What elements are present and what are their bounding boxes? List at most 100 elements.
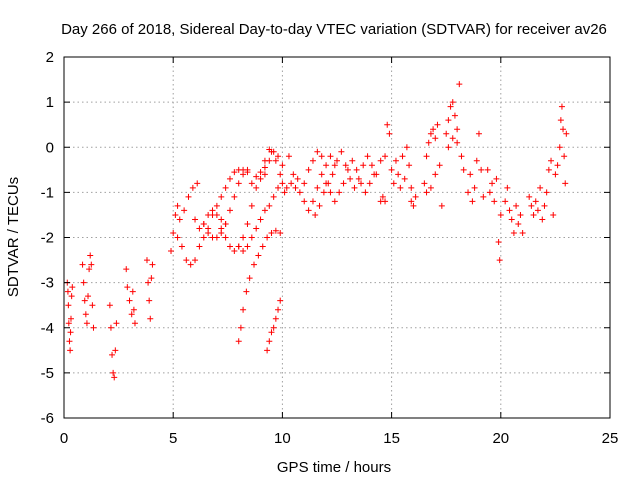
data-point	[248, 202, 255, 209]
data-point	[318, 153, 325, 160]
data-point	[209, 207, 216, 214]
data-point	[301, 180, 308, 187]
data-point	[290, 171, 297, 178]
data-point	[473, 157, 480, 164]
data-point	[88, 261, 95, 268]
data-point	[226, 243, 233, 250]
data-point	[386, 130, 393, 137]
data-point	[554, 162, 561, 169]
data-point	[68, 293, 75, 300]
data-point	[351, 184, 358, 191]
data-point	[185, 193, 192, 200]
data-point	[266, 338, 273, 345]
data-point	[126, 297, 133, 304]
data-point	[493, 175, 500, 182]
data-point	[366, 180, 373, 187]
data-point	[257, 216, 264, 223]
data-point	[111, 374, 118, 381]
data-point	[275, 306, 282, 313]
data-point	[264, 347, 271, 354]
data-point	[497, 211, 504, 218]
data-point	[292, 184, 299, 191]
data-point	[537, 184, 544, 191]
data-point	[244, 243, 251, 250]
data-point	[67, 315, 74, 322]
data-point	[471, 184, 478, 191]
data-point	[255, 252, 262, 259]
data-point	[323, 162, 330, 169]
data-point	[270, 324, 277, 331]
data-point	[259, 243, 266, 250]
data-point	[342, 162, 349, 169]
data-point	[231, 193, 238, 200]
data-point	[552, 171, 559, 178]
data-point	[495, 239, 502, 246]
data-point	[213, 202, 220, 209]
data-point	[318, 171, 325, 178]
data-point	[253, 225, 260, 232]
data-point	[362, 189, 369, 196]
data-point	[327, 153, 334, 160]
data-point	[550, 211, 557, 218]
data-point	[504, 184, 511, 191]
data-point	[329, 171, 336, 178]
data-point	[397, 184, 404, 191]
data-point	[314, 184, 321, 191]
data-point	[445, 117, 452, 124]
data-point	[244, 169, 251, 176]
y-axis-label: SDTVAR / TECUs	[5, 177, 22, 297]
data-point	[434, 121, 441, 128]
data-point	[506, 207, 513, 214]
data-point	[449, 99, 456, 106]
y-tick-label: -3	[41, 275, 54, 292]
data-point	[390, 180, 397, 187]
data-point	[427, 130, 434, 137]
data-point	[515, 220, 522, 227]
data-point	[519, 229, 526, 236]
data-point	[484, 166, 491, 173]
data-point	[106, 302, 113, 309]
data-point	[277, 297, 284, 304]
data-point	[316, 202, 323, 209]
data-point	[355, 175, 362, 182]
data-point	[261, 164, 268, 171]
data-point	[181, 207, 188, 214]
data-point	[283, 184, 290, 191]
data-point	[222, 184, 229, 191]
data-point	[231, 248, 238, 255]
data-point	[268, 229, 275, 236]
data-point	[281, 189, 288, 196]
data-point	[382, 153, 389, 160]
data-point	[388, 166, 395, 173]
y-tick-label: 1	[46, 94, 54, 111]
x-tick-label: 15	[383, 430, 400, 447]
data-point	[64, 288, 71, 295]
data-point	[465, 189, 472, 196]
data-point	[371, 171, 378, 178]
data-point	[113, 320, 120, 327]
data-point	[279, 180, 286, 187]
data-point	[130, 306, 137, 313]
data-point	[403, 144, 410, 151]
data-point	[427, 184, 434, 191]
data-point	[123, 266, 130, 273]
data-point	[517, 211, 524, 218]
data-point	[109, 351, 116, 358]
data-point	[200, 234, 207, 241]
data-point	[548, 157, 555, 164]
data-point	[124, 284, 131, 291]
data-point	[475, 130, 482, 137]
data-point	[377, 157, 384, 164]
data-point	[534, 207, 541, 214]
data-point	[379, 193, 386, 200]
data-point	[513, 202, 520, 209]
data-point	[148, 275, 155, 282]
data-point	[196, 225, 203, 232]
data-point	[253, 173, 260, 180]
data-point	[248, 180, 255, 187]
chart-title: Day 266 of 2018, Sidereal Day-to-day VTE…	[61, 21, 607, 38]
data-point	[205, 229, 212, 236]
y-tick-label: 2	[46, 49, 54, 66]
data-point	[526, 193, 533, 200]
data-point	[412, 193, 419, 200]
